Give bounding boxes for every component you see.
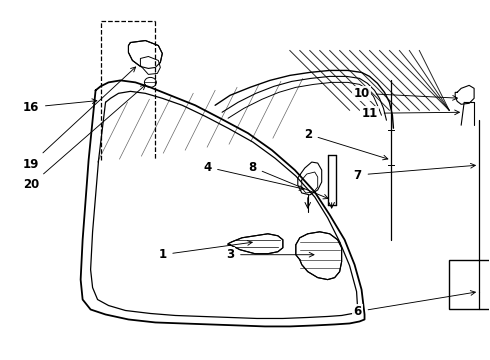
Text: 18: 18	[0, 359, 1, 360]
Text: 16: 16	[23, 99, 97, 114]
Text: 7: 7	[353, 163, 475, 181]
Text: 20: 20	[23, 85, 146, 192]
Text: 10: 10	[353, 87, 457, 100]
Text: 5: 5	[0, 359, 1, 360]
Text: 1: 1	[158, 240, 252, 261]
Text: 17: 17	[0, 359, 1, 360]
Text: 12: 12	[0, 359, 1, 360]
Bar	[449, 260, 490, 310]
Polygon shape	[228, 234, 283, 254]
Text: 2: 2	[304, 128, 388, 160]
Polygon shape	[296, 232, 342, 280]
Text: 9: 9	[0, 359, 1, 360]
Text: 4: 4	[203, 161, 304, 190]
Ellipse shape	[145, 77, 156, 87]
Text: 14: 14	[0, 359, 1, 360]
Polygon shape	[141, 57, 160, 75]
Text: 19: 19	[23, 67, 136, 171]
Text: 13: 13	[0, 359, 1, 360]
Text: 8: 8	[248, 161, 328, 199]
Text: 15: 15	[0, 359, 1, 360]
Text: 11: 11	[362, 107, 459, 120]
Text: 3: 3	[226, 248, 314, 261]
Polygon shape	[128, 41, 162, 68]
Text: 6: 6	[353, 291, 475, 318]
